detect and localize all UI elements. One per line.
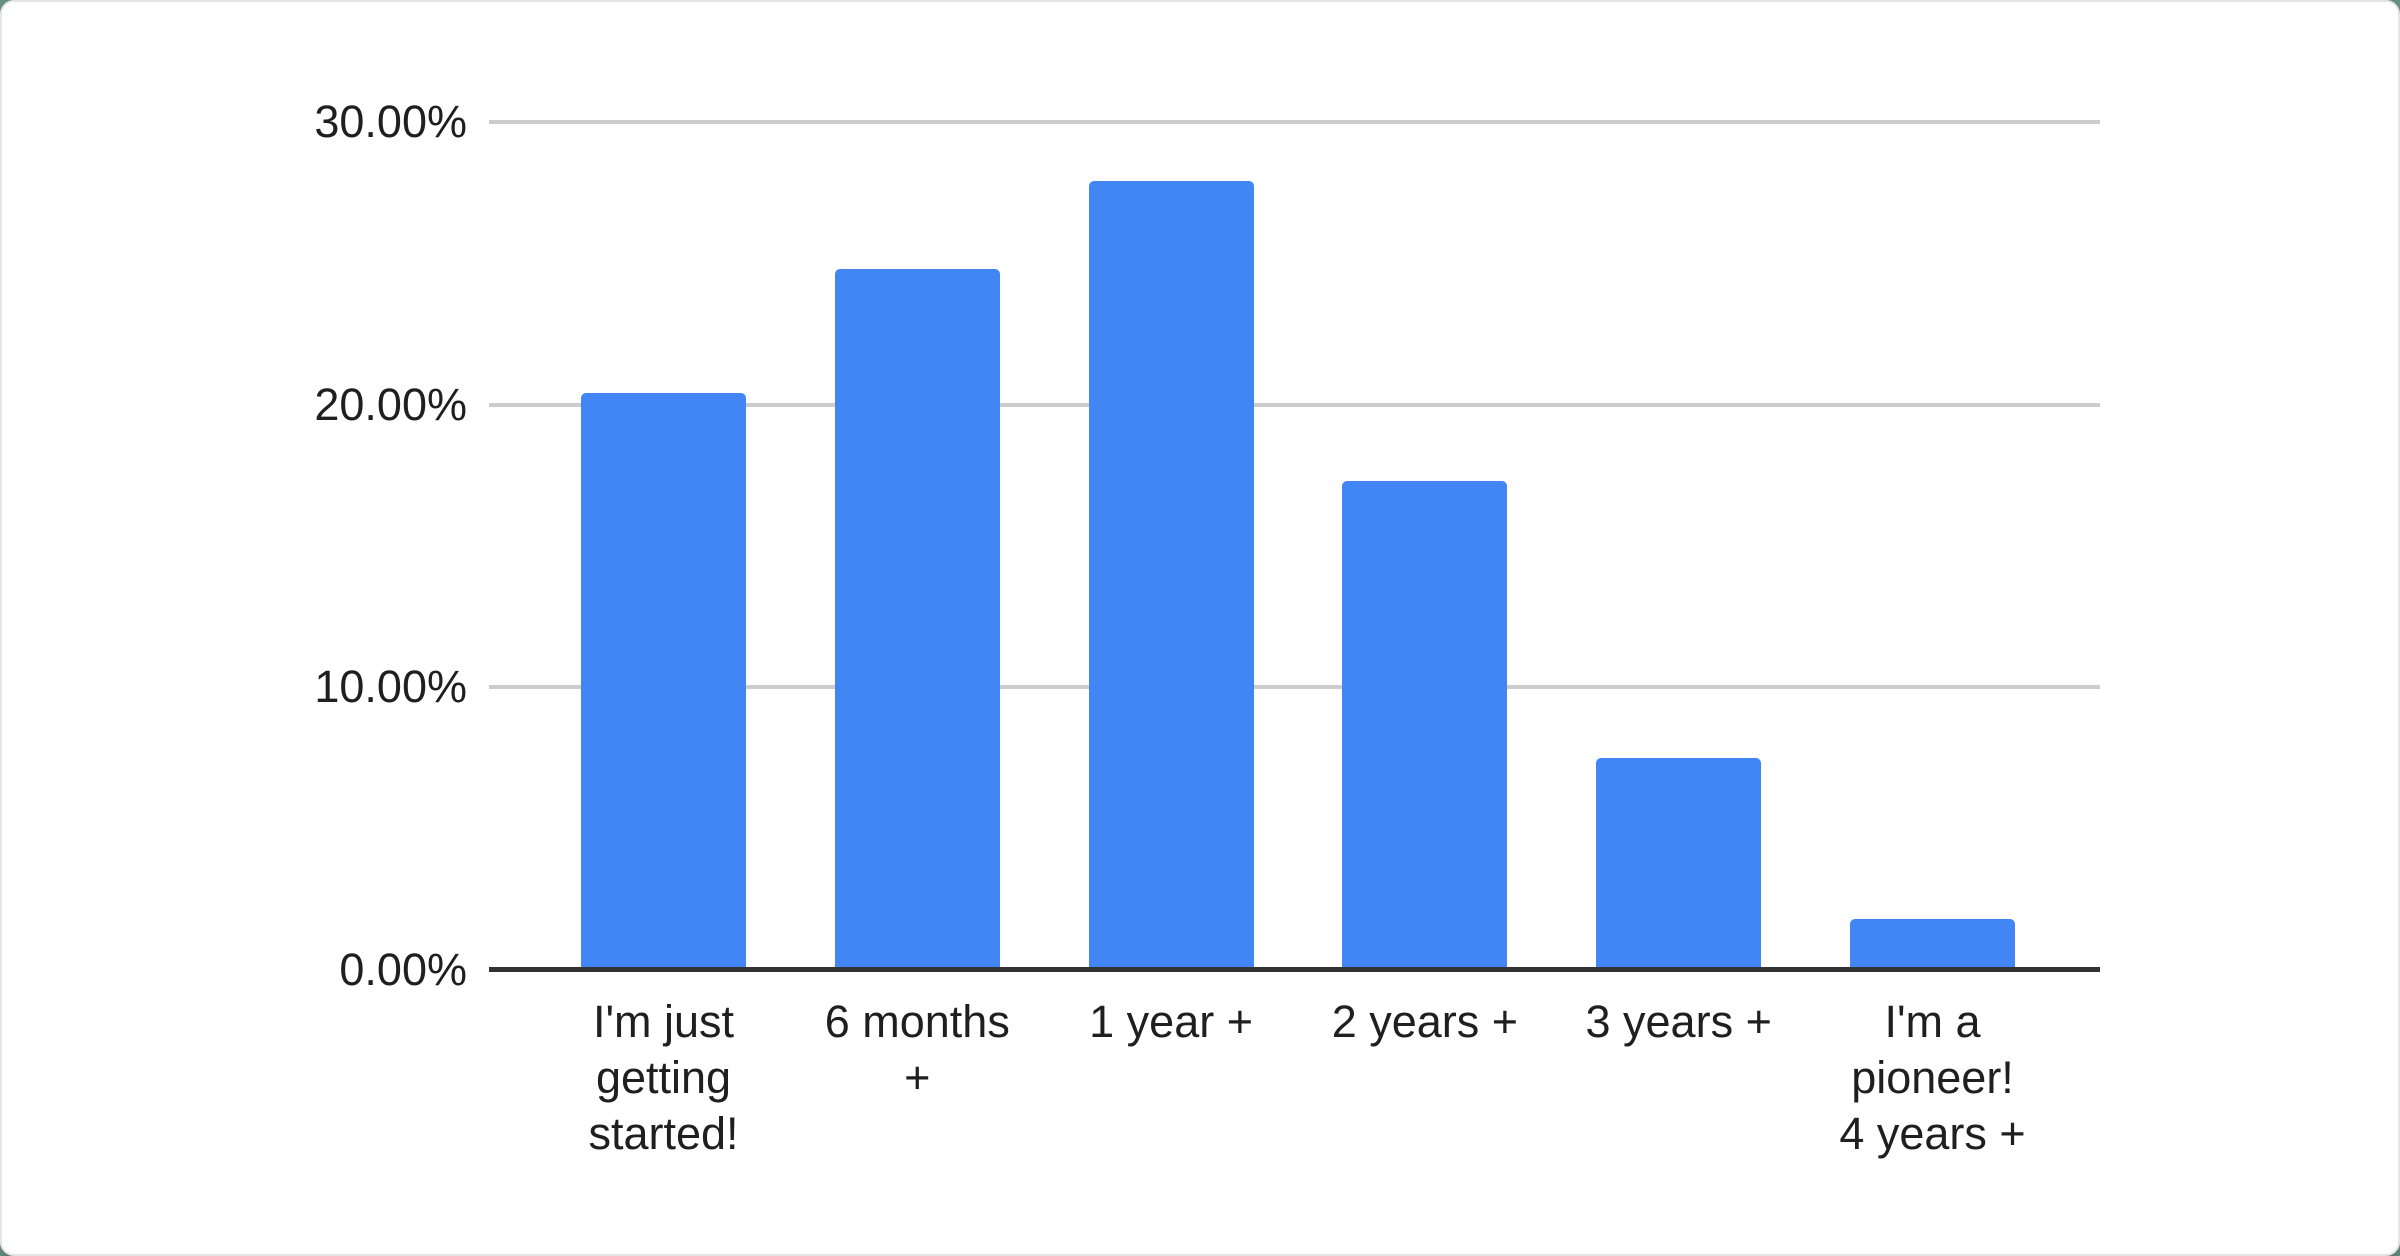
gridline — [489, 685, 2100, 690]
gridline — [489, 120, 2100, 124]
x-category-label: I'm just getting started! — [514, 994, 814, 1162]
x-category-label-line: I'm just — [592, 996, 735, 1047]
x-category-label-line: 2 years + — [1331, 996, 1519, 1047]
x-category-label-line: 6 months — [824, 996, 1010, 1047]
x-category-label-line: getting — [595, 1052, 732, 1103]
x-category-label-line: pioneer! — [1851, 1052, 2014, 1103]
bar-3[interactable] — [1088, 181, 1254, 970]
x-category-label-line: 1 year + — [1089, 996, 1254, 1047]
x-category-label-line: + — [904, 1052, 931, 1103]
x-category-label-line: started! — [588, 1108, 739, 1159]
x-category-label-line: I'm a — [1884, 996, 1981, 1047]
x-category-label: 1 year + — [1021, 994, 1321, 1050]
plot-area — [489, 120, 2100, 972]
gridline — [489, 402, 2100, 407]
bar-6[interactable] — [1850, 919, 2015, 970]
x-category-label: 2 years + — [1275, 994, 1575, 1050]
bar-4[interactable] — [1342, 481, 1508, 970]
x-axis-line — [489, 967, 2100, 972]
bar-5[interactable] — [1596, 758, 1762, 970]
bar-1[interactable] — [581, 393, 746, 970]
x-category-label-line: 3 years + — [1585, 996, 1772, 1047]
x-category-label-line: 4 years + — [1839, 1108, 2026, 1159]
y-tick-label: 10.00% — [314, 661, 467, 713]
x-category-label: I'm a pioneer! 4 years + — [1783, 994, 2083, 1162]
bar-2[interactable] — [834, 269, 1000, 970]
y-tick-label: 20.00% — [314, 378, 467, 430]
y-tick-label: 30.00% — [314, 96, 467, 147]
y-tick-label: 0.00% — [339, 944, 467, 995]
x-category-label: 3 years + — [1529, 994, 1829, 1050]
x-category-label: 6 months + — [767, 994, 1067, 1106]
